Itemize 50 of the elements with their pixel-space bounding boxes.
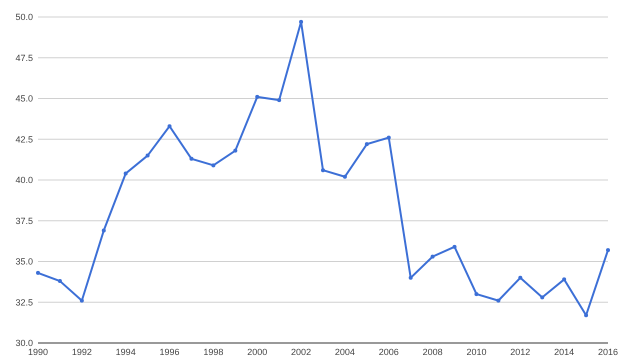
x-tick-label: 1996: [160, 347, 180, 357]
point: [124, 171, 128, 176]
y-tick-label: 45.0: [15, 94, 33, 104]
point: [168, 124, 172, 128]
x-tick-label: 2012: [510, 347, 530, 357]
y-tick-label: 42.5: [15, 134, 33, 144]
point: [58, 279, 62, 284]
point: [321, 168, 325, 172]
point: [277, 98, 282, 102]
point: [211, 163, 216, 168]
point: [408, 276, 413, 280]
y-tick-label: 47.5: [15, 52, 33, 63]
point: [496, 298, 500, 303]
point: [452, 244, 457, 249]
x-tick-label: 1998: [203, 347, 224, 357]
x-tick-label: 2004: [334, 347, 355, 357]
y-tick-label: 32.5: [15, 297, 33, 308]
y-tick-label: 30.0: [15, 338, 33, 348]
point: [299, 20, 304, 24]
x-tick-label: 2002: [291, 347, 312, 357]
x-tick-label: 2014: [554, 347, 574, 357]
x-tick-label: 1992: [72, 347, 92, 357]
x-tick-label: 2008: [422, 347, 443, 357]
point: [540, 295, 544, 300]
y-tick-label: 50.0: [15, 12, 33, 22]
y-tick-label: 37.5: [15, 216, 33, 226]
point: [80, 298, 84, 303]
point: [364, 142, 369, 146]
x-tick-label: 2016: [598, 347, 618, 357]
x-tick-label: 2000: [247, 347, 268, 357]
point: [562, 277, 566, 282]
point: [36, 270, 40, 275]
y-tick-label: 40.0: [15, 175, 33, 186]
x-tick-label: 1994: [116, 347, 136, 357]
x-tick-label: 1990: [28, 347, 48, 357]
x-tick-label: 2006: [378, 347, 399, 357]
point: [102, 228, 106, 233]
point: [606, 248, 610, 252]
x-tick-label: 2010: [466, 347, 486, 357]
point: [474, 292, 478, 296]
point: [584, 313, 588, 318]
point: [518, 276, 522, 280]
point: [386, 136, 391, 140]
y-tick-label: 35.0: [15, 256, 33, 267]
point: [342, 174, 347, 179]
point: [255, 94, 260, 99]
point: [430, 254, 435, 259]
point: [189, 156, 194, 161]
point: [146, 154, 150, 158]
point: [233, 148, 238, 153]
